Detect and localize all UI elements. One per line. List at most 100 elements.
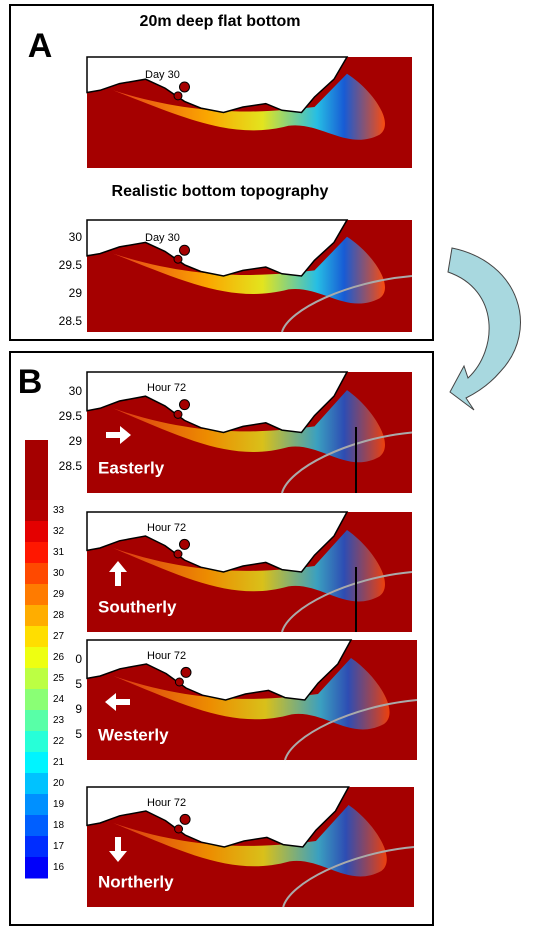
colorbar-label: 29 — [53, 589, 65, 600]
panel-a-frame — [9, 4, 434, 341]
colorbar-label: 19 — [53, 799, 65, 810]
wind-label: Easterly — [98, 458, 165, 477]
colorbar-label: 30 — [53, 568, 65, 579]
land — [86, 511, 349, 573]
island — [179, 399, 190, 411]
island — [180, 666, 192, 678]
island — [173, 409, 183, 419]
island — [179, 813, 191, 825]
wind-label: Northerly — [98, 872, 174, 891]
colorbar-segment — [25, 668, 48, 690]
panel-b-frame — [9, 351, 434, 926]
time-label: Hour 72 — [147, 382, 186, 394]
wind-arrow — [106, 426, 131, 444]
colorbar-segment — [25, 689, 48, 711]
colorbar-segment — [25, 500, 48, 522]
colorbar-label: 32 — [53, 526, 65, 537]
colorbar-segment — [25, 626, 48, 648]
wind-arrow — [109, 837, 127, 862]
colorbar-segment — [25, 815, 48, 837]
y-tick-label: 29.5 — [59, 258, 83, 272]
plume — [113, 530, 385, 602]
island — [173, 91, 183, 101]
land — [86, 639, 353, 701]
isobath — [282, 846, 415, 908]
colorbar-label: 20 — [53, 778, 65, 789]
y-tick-label: 9 — [75, 702, 82, 716]
y-tick-label: 28.5 — [59, 314, 83, 328]
island — [179, 244, 190, 256]
y-tick-label: 5 — [75, 727, 82, 741]
transition-arrow — [447, 247, 521, 411]
island — [179, 81, 190, 93]
wind-arrow — [109, 561, 127, 586]
colorbar-segment — [25, 794, 48, 816]
plume — [113, 805, 387, 877]
colorbar-label: 16 — [53, 862, 65, 873]
colorbar-segment — [25, 752, 48, 774]
isobath — [281, 431, 413, 494]
y-tick-label: 30 — [69, 230, 83, 244]
time-label: Hour 72 — [147, 522, 186, 534]
island — [174, 824, 184, 834]
colorbar-segment — [25, 605, 48, 627]
plume — [113, 236, 385, 304]
isobath — [281, 571, 413, 633]
colorbar-label: 27 — [53, 631, 65, 642]
colorbar-segment — [25, 710, 48, 732]
colorbar-segment — [25, 731, 48, 753]
land — [86, 56, 349, 114]
land — [86, 786, 350, 848]
island — [174, 677, 184, 687]
plume — [113, 390, 385, 463]
y-tick-label: 0 — [75, 652, 82, 666]
time-label: Hour 72 — [147, 650, 186, 662]
wind-label: Westerly — [98, 725, 169, 744]
plume — [113, 73, 385, 140]
colorbar-segment — [25, 857, 48, 879]
colorbar-segment — [25, 521, 48, 543]
colorbar-label: 22 — [53, 736, 65, 747]
plume — [113, 658, 390, 730]
colorbar-segment — [25, 836, 48, 858]
colorbar-segment — [25, 584, 48, 606]
colorbar-segment — [25, 647, 48, 669]
map-title: 20m deep flat bottom — [140, 13, 301, 30]
y-tick-label: 30 — [69, 384, 83, 398]
colorbar-label: 33 — [53, 505, 65, 516]
colorbar-label: 17 — [53, 841, 65, 852]
colorbar-label: 21 — [53, 757, 65, 768]
panel-label: B — [18, 363, 43, 401]
colorbar-segment — [25, 542, 48, 564]
colorbar-label: 24 — [53, 694, 65, 705]
time-label: Hour 72 — [147, 797, 186, 809]
colorbar-label: 18 — [53, 820, 65, 831]
y-tick-label: 29.5 — [59, 409, 83, 423]
island — [173, 254, 183, 264]
wind-label: Southerly — [98, 597, 177, 616]
island — [173, 549, 183, 559]
time-label: Day 30 — [145, 232, 180, 244]
colorbar-top — [25, 440, 48, 500]
land — [86, 219, 349, 277]
colorbar-segment — [25, 773, 48, 795]
colorbar-segment — [25, 563, 48, 585]
isobath — [281, 275, 413, 333]
y-tick-label: 28.5 — [59, 459, 83, 473]
colorbar-label: 23 — [53, 715, 65, 726]
island — [179, 538, 190, 550]
wind-arrow — [105, 693, 130, 711]
y-tick-label: 5 — [75, 677, 82, 691]
y-tick-label: 29 — [69, 286, 83, 300]
land — [86, 371, 349, 434]
map-title: Realistic bottom topography — [112, 183, 329, 200]
isobath — [284, 699, 418, 761]
y-tick-label: 29 — [69, 434, 83, 448]
colorbar-label: 31 — [53, 547, 65, 558]
colorbar-label: 28 — [53, 610, 65, 621]
time-label: Day 30 — [145, 69, 180, 81]
colorbar-label: 25 — [53, 673, 65, 684]
panel-label: A — [28, 27, 53, 65]
colorbar-label: 26 — [53, 652, 65, 663]
